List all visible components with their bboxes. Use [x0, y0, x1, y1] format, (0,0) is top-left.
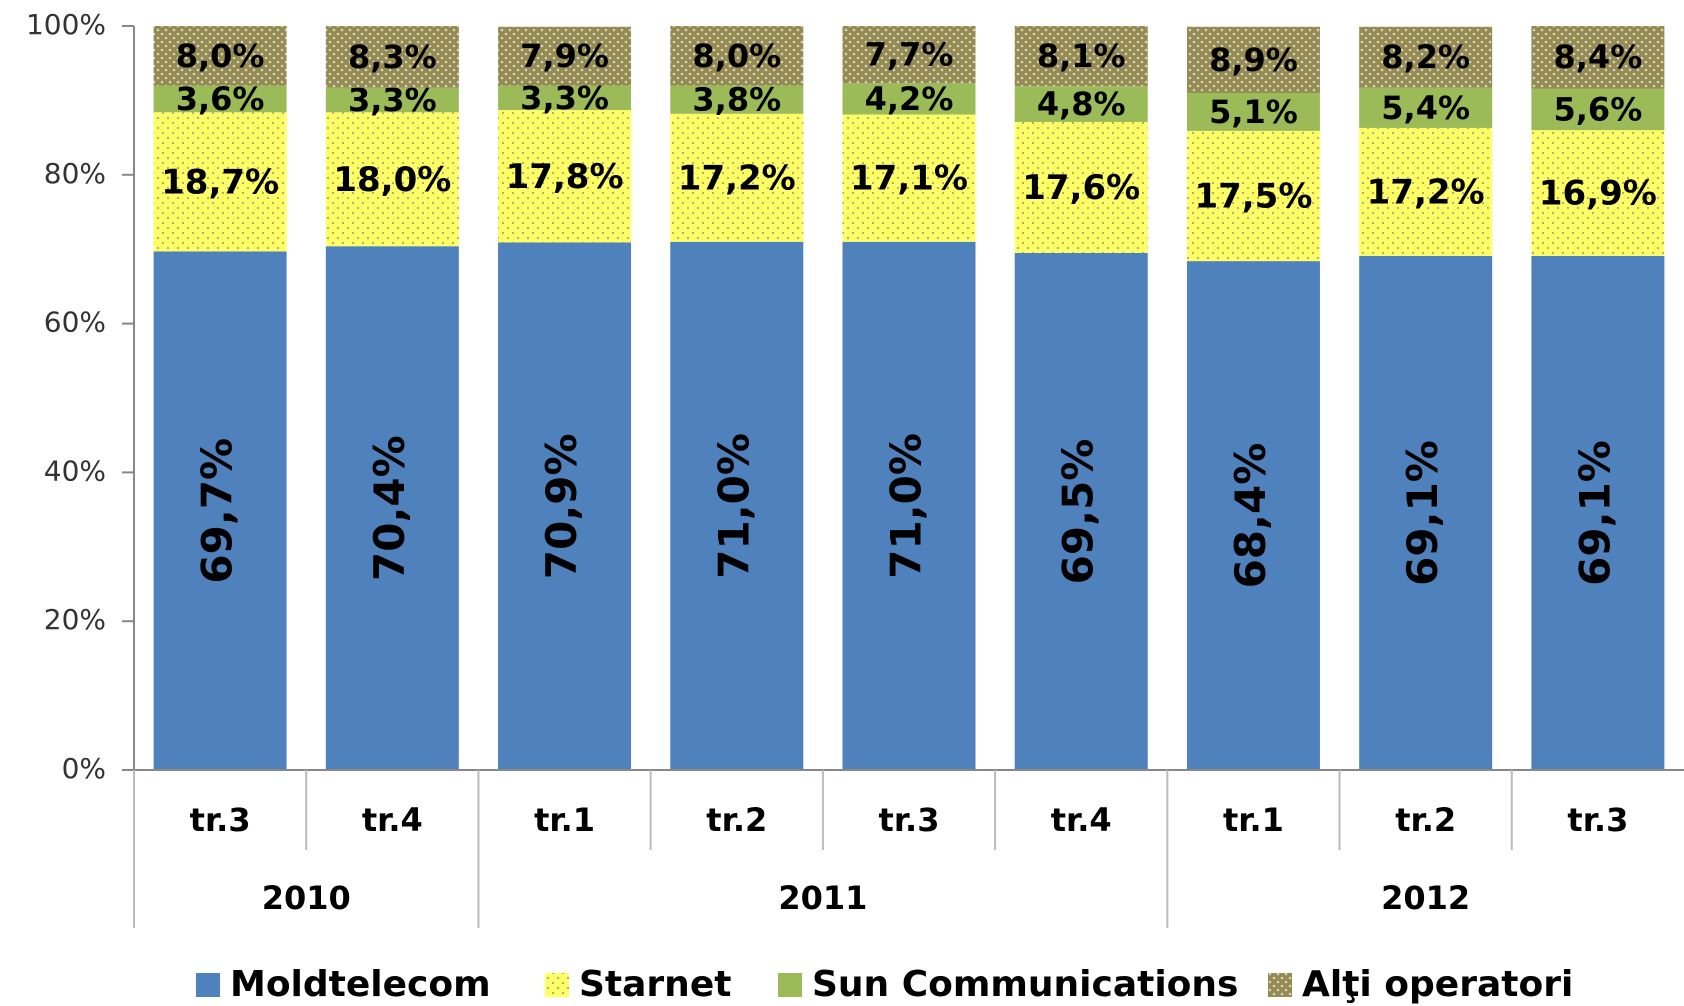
bar-segment — [842, 83, 976, 115]
legend-swatch — [545, 973, 569, 997]
data-label: 71,0% — [709, 433, 758, 579]
bar-segment — [1359, 26, 1493, 88]
bar-segment — [670, 26, 804, 86]
data-label: 8,1% — [1037, 37, 1126, 75]
bar-segment — [325, 87, 459, 113]
data-label: 3,6% — [176, 80, 265, 118]
bar-segment — [670, 85, 804, 114]
bar-segment — [1186, 261, 1320, 770]
data-label: 69,1% — [1570, 440, 1619, 586]
bar-segment — [498, 26, 632, 86]
bar-segment — [842, 114, 976, 242]
group-label: 2012 — [1381, 879, 1470, 917]
data-label: 69,7% — [193, 438, 242, 584]
bar-segment — [1014, 26, 1148, 87]
x-tick-label: tr.3 — [879, 801, 940, 839]
bar-segment — [1531, 130, 1665, 256]
x-tick-label: tr.3 — [1567, 801, 1628, 839]
bar-segment — [1359, 255, 1493, 770]
data-label: 17,8% — [506, 157, 624, 197]
bar-segment — [1014, 86, 1148, 122]
legend-label: Sun Communications — [812, 964, 1238, 1005]
data-label: 8,9% — [1209, 41, 1298, 79]
bar-segment — [1014, 121, 1148, 253]
data-label: 7,7% — [865, 36, 954, 74]
bar-segment — [153, 26, 287, 86]
data-label: 70,9% — [537, 433, 586, 579]
bar-segment — [1186, 26, 1320, 93]
data-label: 70,4% — [365, 435, 414, 581]
data-label: 17,2% — [1367, 172, 1485, 212]
y-tick-label: 20% — [44, 603, 106, 636]
bar-segment — [1531, 26, 1665, 89]
data-label: 17,2% — [678, 158, 796, 198]
legend-label: Starnet — [579, 964, 731, 1005]
data-label: 17,1% — [850, 159, 968, 199]
legend-swatch — [196, 973, 220, 997]
x-tick-label: tr.1 — [534, 801, 595, 839]
data-label: 16,9% — [1539, 174, 1657, 214]
bar-segment — [842, 241, 976, 770]
y-tick-label: 60% — [44, 306, 106, 339]
bar-segment — [153, 112, 287, 252]
y-tick-label: 40% — [44, 454, 106, 487]
data-label: 8,4% — [1554, 38, 1643, 76]
data-label: 7,9% — [520, 37, 609, 75]
data-label: 69,1% — [1398, 440, 1447, 586]
x-tick-label: tr.3 — [190, 801, 251, 839]
data-label: 8,0% — [692, 37, 781, 75]
data-label: 71,0% — [882, 433, 931, 579]
data-label: 69,5% — [1054, 439, 1103, 585]
x-tick-label: tr.4 — [1051, 801, 1112, 839]
bar-segment — [1531, 255, 1665, 770]
bar-segment — [1186, 92, 1320, 131]
bar-segment — [1359, 87, 1493, 128]
data-label: 8,2% — [1381, 38, 1470, 76]
group-label: 2010 — [262, 879, 351, 917]
data-label: 5,1% — [1209, 93, 1298, 131]
data-label: 18,0% — [333, 160, 451, 200]
bar-segment — [1531, 88, 1665, 131]
data-label: 5,6% — [1554, 90, 1643, 128]
y-tick-label: 100% — [26, 8, 106, 41]
bar-segment — [498, 85, 632, 111]
data-label: 4,2% — [865, 80, 954, 118]
bar-segment — [670, 241, 804, 770]
data-label: 4,8% — [1037, 85, 1126, 123]
x-tick-label: tr.2 — [1395, 801, 1456, 839]
y-tick-label: 0% — [62, 752, 106, 785]
bar-segment — [1014, 252, 1148, 771]
data-label: 18,7% — [161, 162, 279, 202]
x-tick-label: tr.1 — [1223, 801, 1284, 839]
bar-segment — [498, 110, 632, 243]
group-label: 2011 — [778, 879, 867, 917]
data-label: 8,3% — [348, 38, 437, 76]
legend-label: Alţi operatori — [1302, 964, 1573, 1005]
bar-segment — [325, 112, 459, 247]
x-tick-label: tr.4 — [362, 801, 423, 839]
bar-segment — [325, 246, 459, 770]
legend-swatch — [778, 973, 802, 997]
y-tick-label: 80% — [44, 157, 106, 190]
data-label: 3,8% — [692, 81, 781, 119]
bar-segment — [325, 26, 459, 88]
legend-label: Moldtelecom — [230, 964, 491, 1005]
bar-segment — [842, 26, 976, 84]
bar-segment — [153, 251, 287, 770]
data-label: 8,0% — [176, 37, 265, 75]
data-label: 17,5% — [1194, 177, 1312, 217]
bar-segment — [1359, 127, 1493, 256]
bar-segment — [153, 85, 287, 113]
data-label: 68,4% — [1226, 443, 1275, 589]
x-tick-label: tr.2 — [706, 801, 767, 839]
bar-segment — [670, 113, 804, 242]
bar-segment — [1186, 130, 1320, 262]
data-label: 5,4% — [1381, 89, 1470, 127]
data-label: 17,6% — [1022, 168, 1140, 208]
legend-swatch — [1268, 973, 1292, 997]
bar-segment — [498, 242, 632, 770]
